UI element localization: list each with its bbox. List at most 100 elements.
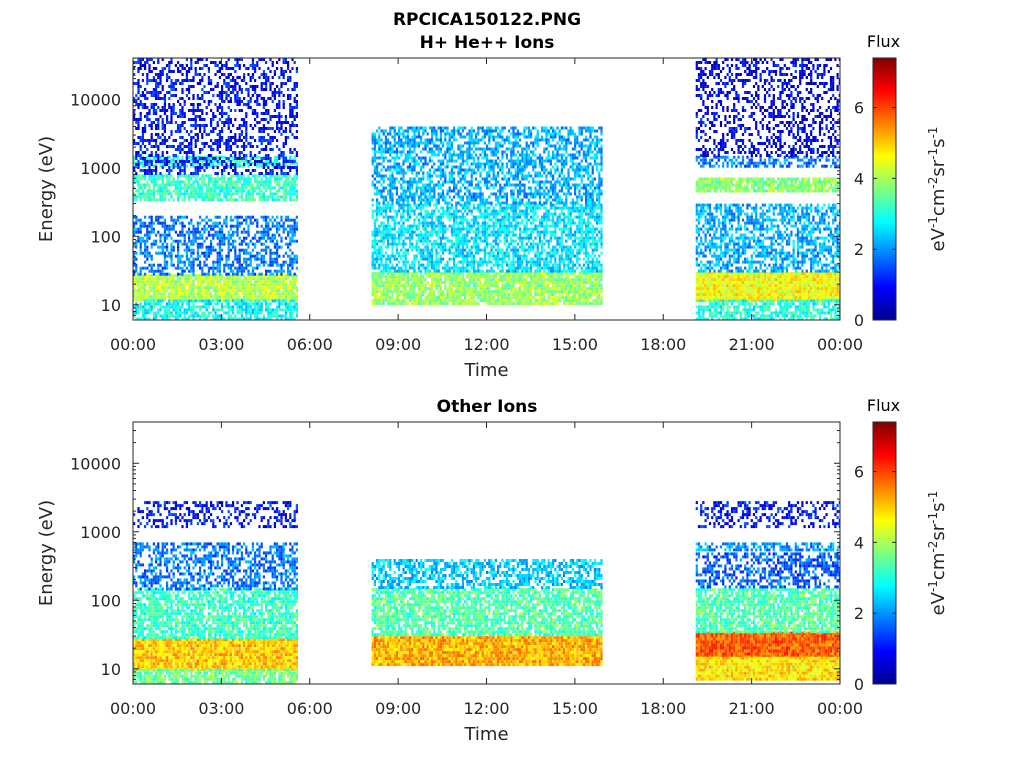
spectrogram-cell	[185, 139, 188, 142]
spectrogram-cell	[249, 195, 252, 199]
spectrogram-cell	[196, 61, 199, 64]
spectrogram-cell	[161, 154, 164, 157]
spectrogram-cell	[413, 299, 416, 303]
spectrogram-cell	[161, 180, 164, 184]
spectrogram-cell	[192, 311, 195, 315]
spectrogram-cell	[168, 160, 171, 163]
spectrogram-cell	[400, 278, 403, 282]
spectrogram-cell	[150, 280, 153, 284]
spectrogram-cell	[210, 251, 213, 255]
spectrogram-cell	[148, 139, 151, 142]
spectrogram-cell	[271, 221, 274, 225]
spectrogram-cell	[245, 218, 248, 222]
spectrogram-cell	[287, 230, 290, 234]
spectrogram-cell	[148, 295, 151, 299]
spectrogram-cell	[232, 155, 235, 159]
spectrogram-cell	[289, 198, 292, 202]
spectrogram-cell	[384, 195, 387, 199]
spectrogram-cell	[148, 109, 151, 112]
spectrogram-cell	[409, 192, 412, 196]
spectrogram-cell	[251, 73, 254, 76]
spectrogram-cell	[179, 305, 182, 309]
spectrogram-cell	[150, 283, 153, 287]
spectrogram-cell	[166, 254, 169, 258]
spectrogram-cell	[212, 280, 215, 284]
spectrogram-cell	[291, 151, 294, 154]
spectrogram-cell	[276, 61, 279, 64]
spectrogram-cell	[163, 272, 166, 276]
spectrogram-cell	[161, 67, 164, 70]
spectrogram-cell	[223, 73, 226, 76]
spectrogram-cell	[404, 263, 407, 267]
spectrogram-cell	[225, 192, 228, 196]
spectrogram-cell	[273, 136, 276, 139]
spectrogram-cell	[150, 215, 153, 219]
spectrogram-cell	[166, 317, 169, 320]
spectrogram-cell	[188, 155, 191, 159]
spectrogram-cell	[382, 302, 385, 306]
spectrogram-cell	[185, 254, 188, 258]
spectrogram-cell	[139, 198, 142, 202]
spectrogram-cell	[139, 295, 142, 299]
spectrogram-cell	[218, 280, 221, 284]
spectrogram-cell	[409, 233, 412, 237]
spectrogram-cell	[276, 124, 279, 127]
spectrogram-cell	[426, 233, 429, 237]
spectrogram-cell	[389, 290, 392, 294]
spectrogram-cell	[382, 287, 385, 291]
spectrogram-cell	[194, 277, 197, 281]
spectrogram-cell	[254, 299, 257, 303]
spectrogram-cell	[216, 109, 219, 112]
spectrogram-cell	[203, 239, 206, 243]
spectrogram-cell	[258, 121, 261, 124]
spectrogram-cell	[214, 215, 217, 219]
spectrogram-cell	[254, 112, 257, 115]
spectrogram-cell	[137, 272, 140, 276]
spectrogram-cell	[371, 215, 374, 219]
spectrogram-cell	[168, 180, 171, 184]
spectrogram-cell	[291, 308, 294, 312]
spectrogram-cell	[177, 174, 180, 178]
spectrogram-cell	[249, 64, 252, 67]
spectrogram-cell	[196, 257, 199, 261]
spectrogram-cell	[409, 287, 412, 291]
spectrogram-cell	[382, 293, 385, 297]
spectrogram-cell	[188, 118, 191, 121]
spectrogram-cell	[196, 166, 199, 169]
spectrogram-cell	[282, 224, 285, 228]
spectrogram-cell	[170, 302, 173, 306]
spectrogram-cell	[428, 221, 431, 225]
spectrogram-cell	[205, 124, 208, 127]
spectrogram-cell	[155, 311, 158, 315]
spectrogram-cell	[251, 298, 254, 302]
spectrogram-cell	[199, 286, 202, 290]
spectrogram-cell	[267, 305, 270, 309]
spectrogram-cell	[402, 272, 405, 276]
spectrogram-cell	[378, 302, 381, 306]
spectrogram-cell	[166, 160, 169, 163]
spectrogram-cell	[150, 274, 153, 278]
spectrogram-cell	[402, 192, 405, 196]
spectrogram-cell	[295, 215, 298, 219]
spectrogram-cell	[262, 236, 265, 240]
spectrogram-cell	[251, 67, 254, 70]
spectrogram-cell	[291, 233, 294, 237]
spectrogram-cell	[417, 260, 420, 264]
spectrogram-cell	[271, 136, 274, 139]
spectrogram-cell	[234, 189, 237, 193]
spectrogram-cell	[141, 314, 144, 318]
spectrogram-cell	[382, 242, 385, 246]
spectrogram-cell	[139, 242, 142, 246]
spectrogram-cell	[161, 280, 164, 284]
spectrogram-cell	[212, 289, 215, 293]
spectrogram-cell	[380, 209, 383, 213]
spectrogram-cell	[393, 242, 396, 246]
spectrogram-cell	[194, 233, 197, 237]
spectrogram-cell	[194, 314, 197, 318]
spectrogram-cell	[262, 180, 265, 184]
spectrogram-cell	[232, 124, 235, 127]
spectrogram-cell	[163, 127, 166, 130]
spectrogram-cell	[373, 281, 376, 285]
spectrogram-cell	[190, 85, 193, 88]
spectrogram-cell	[203, 164, 206, 168]
